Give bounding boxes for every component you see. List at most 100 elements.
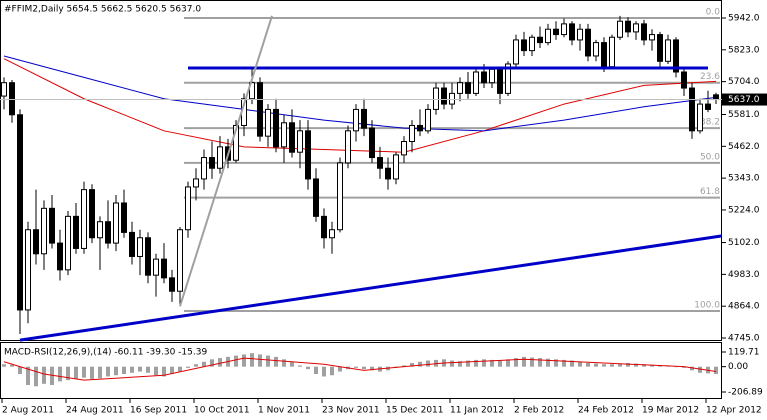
fib-label: 61.8: [700, 187, 720, 197]
candle-body: [689, 87, 695, 132]
x-tick-label: 1 Nov 2011: [258, 406, 310, 416]
macd-bar: [66, 366, 70, 381]
candle-body: [41, 207, 47, 255]
candle-body: [273, 108, 279, 148]
candle-body: [505, 63, 511, 94]
macd-bar: [114, 366, 118, 376]
candle-body: [233, 124, 239, 161]
candle-body: [33, 229, 39, 255]
macd-bar: [330, 366, 334, 376]
candle-body: [665, 39, 671, 62]
macd-bar: [714, 366, 718, 375]
x-tick-label: 24 Aug 2011: [66, 406, 124, 416]
macd-bar: [402, 365, 406, 367]
x-tick-label: 2 Feb 2012: [514, 406, 564, 416]
macd-bar: [34, 366, 38, 387]
candle-body: [169, 277, 175, 292]
macd-bar: [250, 353, 254, 367]
macd-bar: [450, 360, 454, 367]
macd-bar: [418, 361, 422, 367]
candle-body: [673, 39, 679, 73]
fib-label: 23.6: [700, 72, 720, 82]
candle-body: [417, 124, 423, 132]
candle-body: [537, 36, 543, 44]
macd-bar: [10, 364, 14, 367]
candle-body: [153, 258, 159, 276]
candle-body: [633, 23, 639, 33]
candle-body: [361, 108, 367, 129]
macd-bar: [186, 366, 190, 368]
candle-body: [281, 122, 287, 148]
candle-body: [481, 71, 487, 84]
macd-bar: [538, 358, 542, 367]
candle-body: [545, 28, 551, 44]
macd-bar: [122, 366, 126, 375]
candle-body: [289, 122, 295, 153]
macd-bar: [634, 363, 638, 367]
candle-body: [393, 154, 399, 180]
candle-body: [553, 28, 559, 36]
candle-body: [577, 28, 583, 41]
fib-label: 50.0: [700, 152, 720, 162]
candle-body: [529, 36, 535, 52]
macd-bar: [426, 360, 430, 367]
candle-body: [185, 186, 191, 231]
x-tick-label: 23 Nov 2011: [322, 406, 380, 416]
macd-bar: [530, 357, 534, 367]
macd-bar: [106, 366, 110, 377]
candle-body: [193, 178, 199, 188]
candle-body: [409, 124, 415, 143]
candle-body: [345, 130, 351, 164]
macd-bar: [650, 364, 654, 367]
candle-body: [137, 237, 143, 257]
candle-body: [681, 71, 687, 89]
candle-body: [585, 28, 591, 57]
macd-bar: [506, 359, 510, 367]
candle-body: [625, 20, 631, 33]
macd-bar: [642, 364, 646, 367]
last-price-box: [722, 93, 767, 106]
macd-bar: [362, 366, 366, 370]
candle-body: [569, 23, 575, 41]
macd-bar: [682, 366, 686, 368]
macd-bar: [282, 359, 286, 367]
sub-frame: [0, 342, 722, 399]
macd-bar: [298, 365, 302, 367]
macd-title: MACD-RSI(12,26,9),(14) -60.11 -39.30 -15…: [4, 348, 207, 358]
moving-average: [3, 58, 717, 153]
candle-body: [601, 42, 607, 68]
candle-body: [49, 207, 55, 244]
macd-bar: [370, 366, 374, 371]
candle-body: [201, 157, 207, 180]
macd-bar: [82, 366, 86, 378]
candle-body: [713, 94, 719, 101]
candle-body: [441, 87, 447, 105]
macd-bar: [618, 363, 622, 367]
candle-body: [25, 229, 31, 311]
macd-bar: [194, 364, 198, 367]
y2-tick-label: -206.89: [728, 388, 763, 398]
candle-body: [473, 71, 479, 94]
macd-bar: [218, 358, 222, 367]
trend-line: [179, 15, 273, 307]
candle-body: [145, 237, 151, 276]
y-tick-label: 5823.0: [728, 45, 760, 55]
candle-body: [1, 82, 7, 97]
macd-signal: [3, 357, 717, 381]
macd-bar: [98, 366, 102, 379]
macd-bar: [154, 366, 158, 376]
x-tick-label: 11 Jan 2012: [450, 406, 504, 416]
macd-bar: [570, 360, 574, 367]
candle-body: [129, 231, 135, 257]
macd-bar: [74, 366, 78, 379]
fib-label: 38.2: [700, 118, 720, 128]
candle-body: [121, 202, 127, 233]
candle-body: [649, 34, 655, 41]
macd-bar: [698, 366, 702, 373]
x-tick-label: 24 Feb 2012: [578, 406, 634, 416]
macd-bar: [18, 366, 22, 375]
candle-body: [377, 157, 383, 169]
y-tick-label: 5942.0: [728, 14, 760, 24]
candle-body: [321, 215, 327, 239]
